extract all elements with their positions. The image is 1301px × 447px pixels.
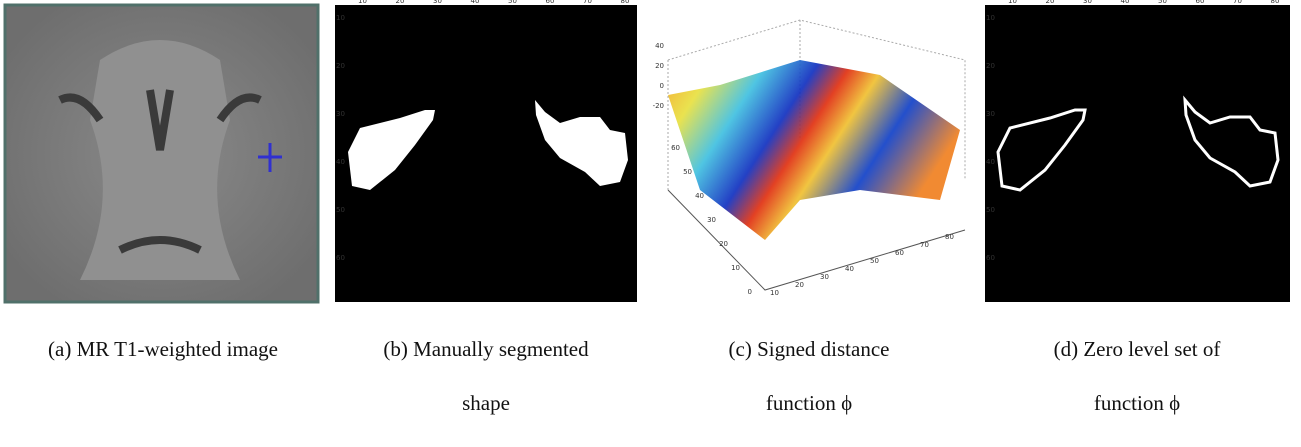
- figure: 10 20 30 40 50 60 70 80 10 20 30 40 50 60 10 20 30 40 50 60…: [3, 0, 1290, 304]
- tick-label: 40: [471, 0, 480, 5]
- caption: (d) Zero level set of function ϕ: [1053, 337, 1221, 415]
- tick-label: 60: [986, 254, 995, 262]
- caption: (c) Signed distance function ϕ: [728, 337, 890, 415]
- tick-label: 20: [986, 62, 995, 70]
- tick-label: 20: [795, 281, 804, 289]
- tick-label: 0: [748, 288, 752, 296]
- tick-label: 50: [870, 257, 879, 265]
- tick-label: 10: [770, 289, 779, 297]
- tick-label: 30: [707, 216, 716, 224]
- tick-label: 50: [508, 0, 517, 5]
- tick-label: 10: [358, 0, 367, 5]
- tick-label: 30: [433, 0, 442, 5]
- tick-label: 40: [655, 42, 664, 50]
- tick-label: 50: [1158, 0, 1167, 5]
- tick-label: 70: [583, 0, 592, 5]
- tick-label: 20: [719, 240, 728, 248]
- tick-label: 10: [986, 14, 995, 22]
- tick-label: 0: [660, 82, 664, 90]
- tick-label: 40: [986, 158, 995, 166]
- mr-image: [3, 3, 320, 304]
- tick-label: 40: [845, 265, 854, 273]
- tick-label: 40: [336, 158, 345, 166]
- tick-label: 60: [546, 0, 555, 5]
- tick-label: 20: [1046, 0, 1055, 5]
- tick-label: 30: [336, 110, 345, 118]
- tick-label: 30: [1083, 0, 1092, 5]
- tick-label: 10: [731, 264, 740, 272]
- tick-label: 10: [1008, 0, 1017, 5]
- tick-label: 40: [695, 192, 704, 200]
- tick-label: 30: [986, 110, 995, 118]
- tick-label: 80: [621, 0, 630, 5]
- surface-plot: [667, 19, 966, 291]
- tick-label: 80: [1271, 0, 1280, 5]
- tick-label: 20: [396, 0, 405, 5]
- tick-label: -20: [653, 102, 664, 110]
- tick-label: 60: [671, 144, 680, 152]
- tick-label: 60: [895, 249, 904, 257]
- tick-label: 50: [336, 206, 345, 214]
- tick-label: 10: [336, 14, 345, 22]
- tick-label: 50: [683, 168, 692, 176]
- tick-label: 30: [820, 273, 829, 281]
- tick-label: 70: [920, 241, 929, 249]
- segmented-shape: [335, 5, 637, 302]
- tick-label: 60: [1196, 0, 1205, 5]
- tick-label: 20: [655, 62, 664, 70]
- tick-label: 20: [336, 62, 345, 70]
- caption: (b) Manually segmented shape: [383, 337, 589, 415]
- tick-label: 60: [336, 254, 345, 262]
- caption: (a) MR T1-weighted image: [48, 337, 278, 361]
- tick-label: 80: [945, 233, 954, 241]
- zero-level-set: [985, 5, 1290, 302]
- tick-label: 50: [986, 206, 995, 214]
- tick-label: 70: [1233, 0, 1242, 5]
- tick-label: 40: [1121, 0, 1130, 5]
